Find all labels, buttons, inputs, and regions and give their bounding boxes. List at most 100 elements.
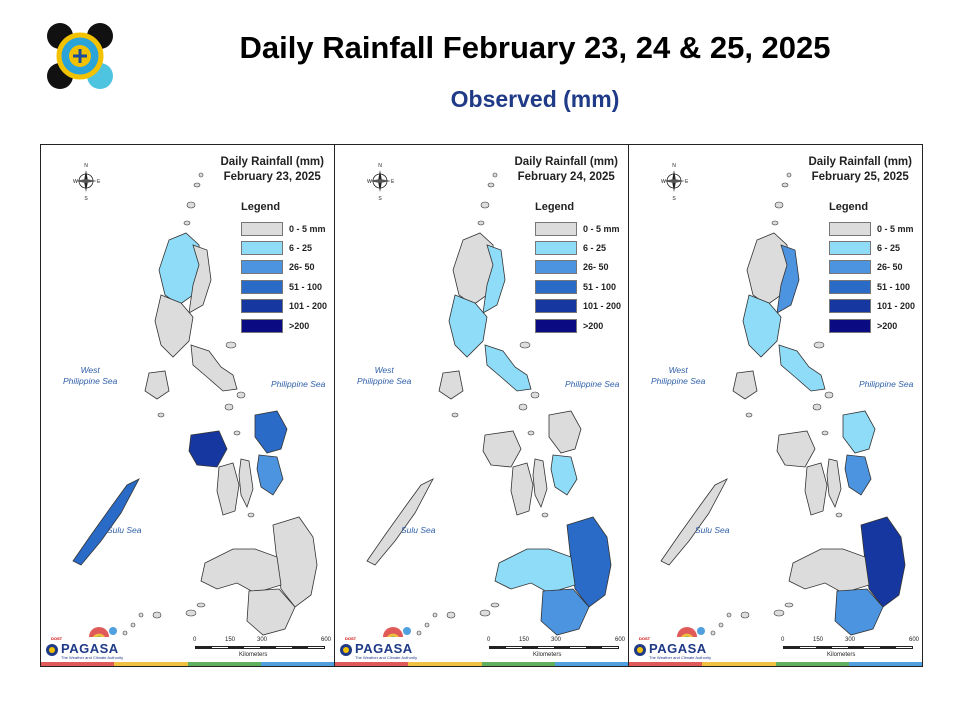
- scale-tick-label: 0: [781, 637, 785, 643]
- footer-color-segment: [481, 662, 555, 666]
- brand-top-text: DOST: [345, 636, 357, 641]
- legend-item: 26- 50: [241, 258, 327, 277]
- region-palawan: [72, 478, 140, 566]
- pagasa-brand: DOST PAGASA The Weather and Climate Author…: [337, 623, 417, 663]
- small-island: [432, 612, 438, 618]
- scale-bar: 0 150 300 600 Kilometers: [777, 637, 920, 661]
- small-island: [185, 609, 197, 617]
- small-island: [446, 611, 456, 619]
- small-island: [416, 630, 422, 636]
- scale-tick-label: 300: [845, 637, 856, 643]
- pagasa-brand: DOST PAGASA The Weather and Climate Author…: [43, 623, 123, 663]
- small-island: [718, 622, 724, 628]
- footer-color-segment: [554, 662, 628, 666]
- scale-tick-label: 150: [813, 637, 824, 643]
- region-mindanao-west: [788, 548, 870, 594]
- panel-title: Daily Rainfall (mm) February 24, 2025: [514, 156, 618, 183]
- small-island: [774, 201, 784, 209]
- region-samar: [842, 410, 876, 454]
- small-island: [541, 512, 549, 518]
- region-luzon-central: [154, 294, 194, 358]
- scale-bar: 0 150 300 600 Kilometers: [483, 637, 626, 661]
- region-leyte: [550, 454, 578, 496]
- brand-tagline: The Weather and Climate Authority: [61, 655, 124, 660]
- svg-text:W: W: [73, 179, 78, 185]
- panel-title: Daily Rainfall (mm) February 23, 2025: [220, 156, 324, 183]
- footer-color-strip: [629, 662, 922, 666]
- scale-bar-graphic: [783, 646, 913, 649]
- scale-tick-label: 600: [909, 637, 920, 643]
- small-island: [518, 403, 528, 411]
- legend-item: 0 - 5 mm: [241, 219, 327, 238]
- legend-title: Legend: [535, 201, 575, 213]
- legend-title: Legend: [829, 201, 869, 213]
- sea-label-west-philippine-sea: West Philippine Sea: [63, 365, 118, 386]
- svg-text:N: N: [378, 163, 382, 169]
- legend-swatch: [241, 318, 283, 333]
- legend-label: 6 - 25: [583, 243, 607, 254]
- scale-tick-label: 600: [615, 637, 626, 643]
- scale-tick-label: 0: [193, 637, 197, 643]
- brand-name: PAGASA: [61, 641, 119, 656]
- footer-color-segment: [260, 662, 334, 666]
- rainfall-legend: Legend 0 - 5 mm 6 - 25 26- 50 51 - 100 101 - …: [241, 201, 327, 335]
- pagasa-logo-icon: [46, 627, 117, 656]
- region-mindanao-west: [494, 548, 576, 594]
- small-island: [196, 602, 206, 608]
- page-subtitle: Observed (mm): [450, 86, 620, 112]
- region-leyte: [256, 454, 284, 496]
- svg-text:E: E: [391, 179, 395, 185]
- scale-unit-label: Kilometers: [827, 652, 856, 658]
- footer-color-segment: [848, 662, 922, 666]
- legend-item: 51 - 100: [829, 277, 915, 296]
- small-island: [835, 512, 843, 518]
- pagasa-seal-logo: [46, 22, 114, 90]
- scale-bar: 0 150 300 600 Kilometers: [189, 637, 331, 661]
- legend-swatch: [829, 279, 871, 294]
- legend-swatch: [829, 318, 871, 333]
- small-island: [786, 172, 792, 178]
- region-luzon-central: [448, 294, 488, 358]
- legend-label: 101 - 200: [583, 301, 622, 312]
- legend-item: 26- 50: [535, 258, 621, 277]
- footer-color-segment: [335, 662, 409, 666]
- footer-color-segment: [408, 662, 482, 666]
- legend-label: 26- 50: [877, 262, 903, 273]
- legend-swatch: [829, 241, 871, 256]
- scale-bar-graphic: [195, 646, 325, 649]
- small-island: [781, 182, 789, 188]
- brand-top-text: DOST: [639, 636, 651, 641]
- footer-color-segment: [702, 662, 776, 666]
- small-island: [477, 220, 485, 226]
- svg-text:S: S: [672, 196, 676, 201]
- brand-name: PAGASA: [355, 641, 413, 656]
- small-island: [130, 622, 136, 628]
- region-mindoro: [732, 370, 758, 400]
- small-island: [824, 391, 834, 399]
- sea-label-sulu-sea: Sulu Sea: [401, 525, 436, 535]
- legend-item: 51 - 100: [535, 277, 621, 296]
- region-luzon-east: [482, 244, 506, 314]
- legend-item: 0 - 5 mm: [535, 219, 621, 238]
- pagasa-logo-icon: [340, 627, 411, 656]
- sea-label-philippine-sea: Philippine Sea: [565, 379, 620, 389]
- small-island: [233, 430, 241, 436]
- legend-item: 6 - 25: [241, 238, 327, 257]
- legend-swatch: [241, 299, 283, 314]
- map-panel-feb-24: N W E S Daily Rainfall (mm) February 24,…: [335, 145, 629, 666]
- sea-label-philippine-sea: Philippine Sea: [271, 379, 326, 389]
- small-island: [183, 220, 191, 226]
- region-negros: [510, 462, 534, 516]
- small-island: [821, 430, 829, 436]
- sea-label-sulu-sea: Sulu Sea: [695, 525, 730, 535]
- legend-item: >200: [829, 316, 915, 335]
- legend-item: >200: [535, 316, 621, 335]
- legend-swatch: [829, 260, 871, 275]
- pagasa-brand: DOST PAGASA The Weather and Climate Author…: [631, 623, 711, 663]
- region-luzon-east: [776, 244, 800, 314]
- legend-label: >200: [289, 320, 310, 331]
- legend-swatch: [829, 221, 871, 236]
- small-island: [225, 341, 237, 349]
- small-island: [490, 602, 500, 608]
- region-mindanao-south: [540, 588, 590, 636]
